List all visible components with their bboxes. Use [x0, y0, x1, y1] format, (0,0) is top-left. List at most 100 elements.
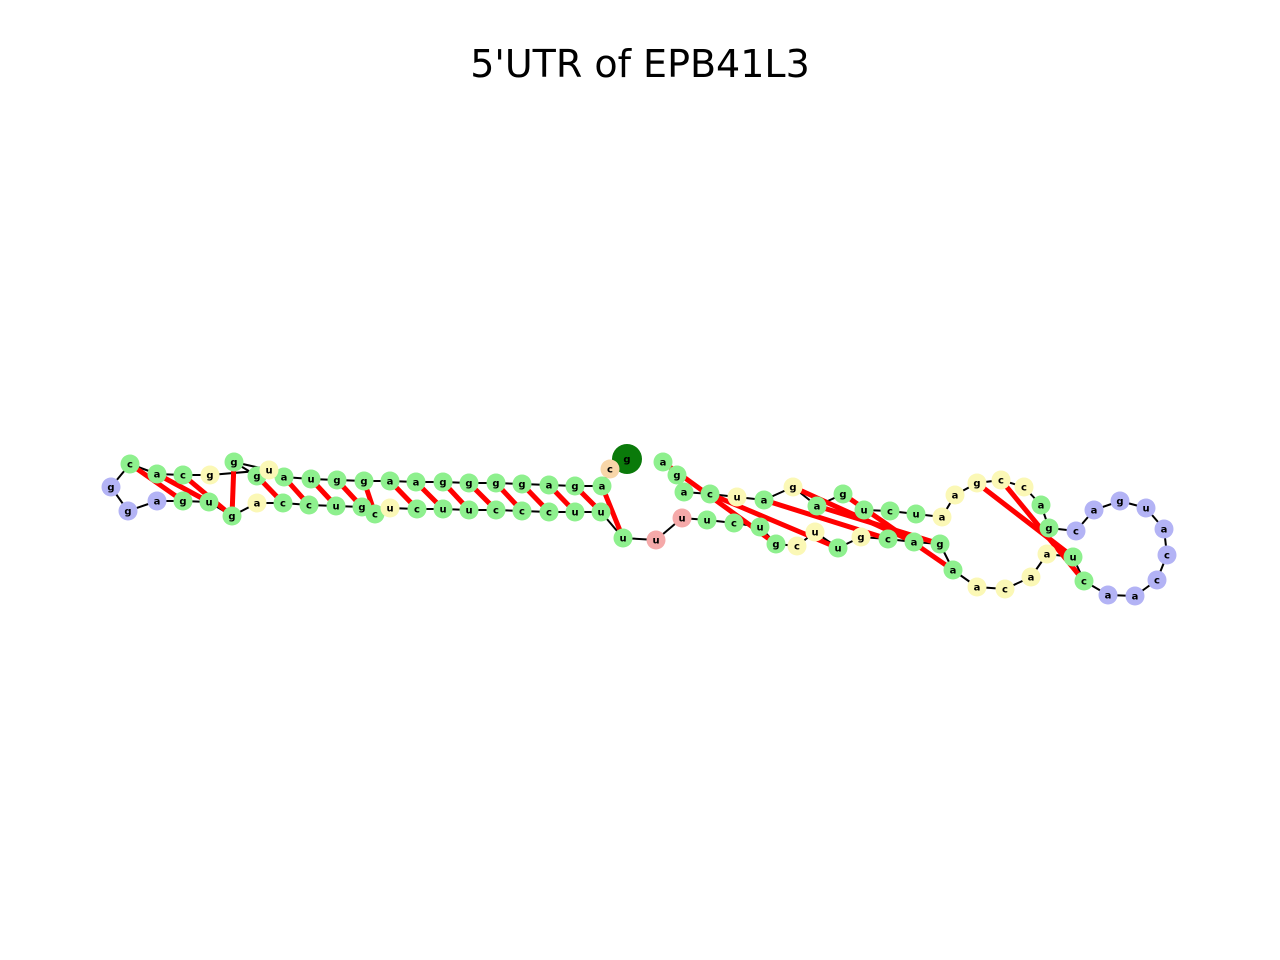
nucleotide-letter: a: [1091, 506, 1098, 517]
nucleotide-11: a: [380, 471, 400, 491]
nucleotide-23: g: [101, 477, 121, 497]
nucleotide-86: g: [783, 477, 803, 497]
nucleotide-circle: [173, 491, 193, 511]
nucleotide-letter: c: [998, 476, 1004, 487]
nucleotide-69: a: [1154, 519, 1174, 539]
nucleotide-letter: c: [546, 508, 552, 519]
nucleotide-circle: [407, 499, 427, 519]
nucleotide-circle: [1063, 547, 1083, 567]
nucleotide-letter: c: [885, 535, 891, 546]
nucleotide-circle: [486, 473, 506, 493]
nucleotide-circle: [1110, 491, 1130, 511]
nucleotide-50: g: [766, 534, 786, 554]
nucleotide-87: a: [754, 490, 774, 510]
nucleotide-71: g: [1110, 491, 1130, 511]
nucleotide-22: c: [120, 454, 140, 474]
nucleotide-circle: [199, 492, 219, 512]
nucleotide-letter: a: [154, 497, 161, 508]
nucleotide-circle: [1031, 495, 1051, 515]
nucleotide-letter: c: [794, 542, 800, 553]
nucleotide-letter: u: [465, 506, 472, 517]
nucleotide-29: a: [247, 493, 267, 513]
nucleotide-letter: g: [673, 471, 680, 482]
nucleotide-47: u: [697, 510, 717, 530]
nucleotide-letter: c: [127, 460, 133, 471]
nucleotide-37: u: [433, 499, 453, 519]
nucleotide-65: a: [1098, 585, 1118, 605]
nucleotide-letter: c: [1154, 576, 1160, 587]
nucleotide-circle: [486, 500, 506, 520]
nucleotide-letter: g: [253, 472, 260, 483]
nucleotide-circle: [967, 577, 987, 597]
nucleotide-28: g: [222, 506, 242, 526]
nucleotide-circle: [539, 502, 559, 522]
nucleotide-circle: [591, 502, 611, 522]
nucleotide-13: g: [327, 470, 347, 490]
nucleotide-41: c: [539, 502, 559, 522]
nucleotide-circle: [783, 477, 803, 497]
nucleotide-circle: [600, 459, 620, 479]
nucleotide-letter: u: [733, 493, 740, 504]
nucleotide-letter: u: [386, 504, 393, 515]
nucleotide-92: a: [653, 452, 673, 472]
nucleotide-circle: [833, 484, 853, 504]
nucleotide-circle: [1084, 500, 1104, 520]
nucleotide-49: u: [750, 517, 770, 537]
nucleotide-circle: [259, 460, 279, 480]
nucleotide-81: u: [906, 504, 926, 524]
nucleotide-circle: [967, 473, 987, 493]
nucleotide-39: c: [486, 500, 506, 520]
nucleotide-letter: g: [179, 497, 186, 508]
nucleotide-circle: [433, 472, 453, 492]
nucleotide-letter: u: [756, 523, 763, 534]
nucleotide-letter: c: [519, 507, 525, 518]
nucleotide-letter: a: [413, 478, 420, 489]
nucleotide-48: c: [724, 513, 744, 533]
nucleotide-circle: [727, 487, 747, 507]
nucleotide-letter: a: [950, 566, 957, 577]
nucleotide-circle: [274, 467, 294, 487]
nucleotide-circle: [101, 477, 121, 497]
nucleotide-letter: a: [599, 482, 606, 493]
nucleotide-3: a: [592, 476, 612, 496]
nucleotide-letter: a: [1161, 525, 1168, 536]
nucleotide-letter: g: [228, 512, 235, 523]
nucleotide-76: c: [1014, 477, 1034, 497]
nucleotide-20: c: [173, 465, 193, 485]
nucleotide-circle: [222, 506, 242, 526]
nucleotide-letter: g: [230, 458, 237, 469]
nucleotide-letter: c: [306, 501, 312, 512]
diagram-title: 5'UTR of EPB41L3: [470, 42, 810, 86]
nucleotide-42: u: [565, 502, 585, 522]
nucleotide-letter: c: [1073, 527, 1079, 538]
nucleotide-circle: [1039, 518, 1059, 538]
nucleotide-circle: [1154, 519, 1174, 539]
nucleotide-62: a: [1037, 544, 1057, 564]
nucleotide-91: g: [667, 465, 687, 485]
nucleotide-circle: [1021, 567, 1041, 587]
nucleotide-letter: u: [1142, 504, 1149, 515]
nucleotide-circle: [327, 470, 347, 490]
nucleotide-9: g: [433, 472, 453, 492]
nucleotide-letter: a: [1028, 573, 1035, 584]
nucleotide-circle: [1098, 585, 1118, 605]
nucleotide-43: u: [591, 502, 611, 522]
nucleotide-45: u: [646, 530, 666, 550]
nucleotide-letter: u: [619, 534, 626, 545]
nucleotide-2: c: [600, 459, 620, 479]
nucleotide-letter: c: [1081, 577, 1087, 588]
nucleotide-24: g: [118, 501, 138, 521]
nucleotide-circle: [512, 474, 532, 494]
nucleotide-letter: a: [1038, 501, 1045, 512]
nucleotide-letter: g: [973, 479, 980, 490]
nucleotide-circle: [380, 498, 400, 518]
nucleotide-letter: g: [439, 478, 446, 489]
nucleotide-letter: a: [814, 502, 821, 513]
nucleotide-circle: [406, 472, 426, 492]
nucleotide-circle: [906, 504, 926, 524]
nucleotide-letter: a: [952, 491, 959, 502]
nucleotide-68: c: [1157, 545, 1177, 565]
nucleotide-circle: [1136, 498, 1156, 518]
nucleotide-letter: c: [280, 499, 286, 510]
